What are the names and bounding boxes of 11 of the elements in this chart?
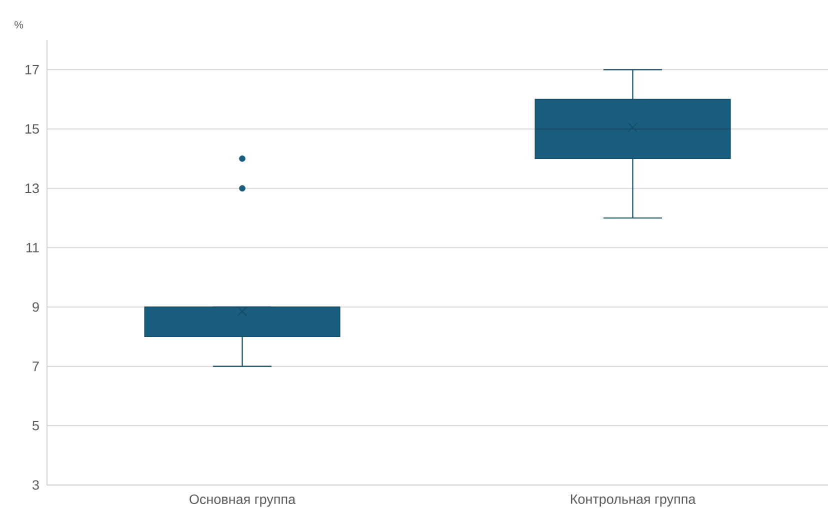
y-tick-label: 5 bbox=[32, 420, 39, 430]
y-tick-label: 3 bbox=[32, 480, 39, 490]
y-tick-label: 15 bbox=[26, 124, 39, 134]
y-tick-label: 17 bbox=[26, 65, 39, 74]
x-tick-label: Контрольная группа bbox=[570, 494, 696, 507]
y-axis-title: % bbox=[14, 21, 24, 28]
y-tick-label: 11 bbox=[26, 243, 39, 252]
y-tick-label: 13 bbox=[26, 184, 39, 194]
x-tick-label: Основная группа bbox=[190, 494, 296, 507]
y-tick-label: 7 bbox=[32, 362, 39, 371]
y-tick-label: 9 bbox=[32, 302, 39, 312]
